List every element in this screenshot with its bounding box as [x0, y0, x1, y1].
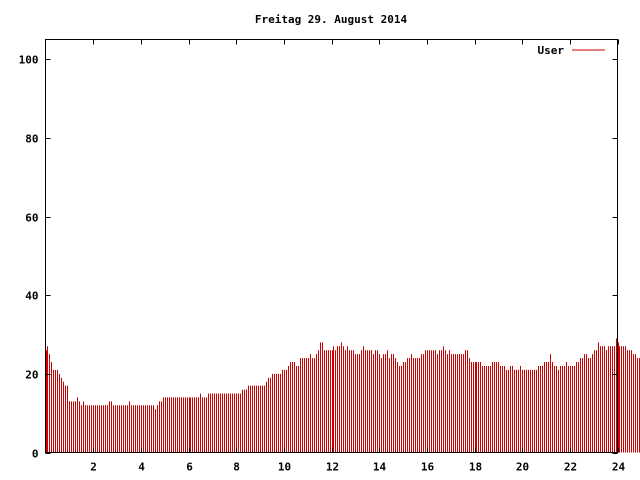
x-tick-label: 8 — [233, 461, 240, 474]
chart-title: Freitag 29. August 2014 — [255, 13, 408, 26]
x-tick-label: 2 — [90, 461, 97, 474]
legend: User — [538, 44, 605, 57]
legend-label-user: User — [538, 44, 565, 57]
x-tick-label: 6 — [186, 461, 193, 474]
y-tick-label: 60 — [25, 212, 38, 225]
y-tick-label: 80 — [25, 133, 38, 146]
y-tick-label: 100 — [19, 54, 39, 67]
x-tick-label: 20 — [516, 461, 529, 474]
x-tick-label: 24 — [612, 461, 626, 474]
x-tick-label: 22 — [564, 461, 577, 474]
x-tick-label: 12 — [326, 461, 339, 474]
x-tick-label: 16 — [421, 461, 435, 474]
y-tick-label: 40 — [25, 290, 38, 303]
user-series-bars — [46, 338, 640, 453]
x-tick-label: 18 — [469, 461, 482, 474]
y-tick-label: 0 — [32, 448, 39, 461]
y-axis: 0 20 40 60 80 100 — [19, 54, 618, 461]
x-tick-label: 4 — [138, 461, 145, 474]
x-tick-label: 14 — [373, 461, 387, 474]
plot-frame — [45, 39, 618, 453]
y-tick-label: 20 — [25, 369, 38, 382]
x-tick-label: 10 — [278, 461, 291, 474]
x-axis: 2 4 6 8 10 12 14 16 18 20 22 24 — [90, 39, 626, 474]
